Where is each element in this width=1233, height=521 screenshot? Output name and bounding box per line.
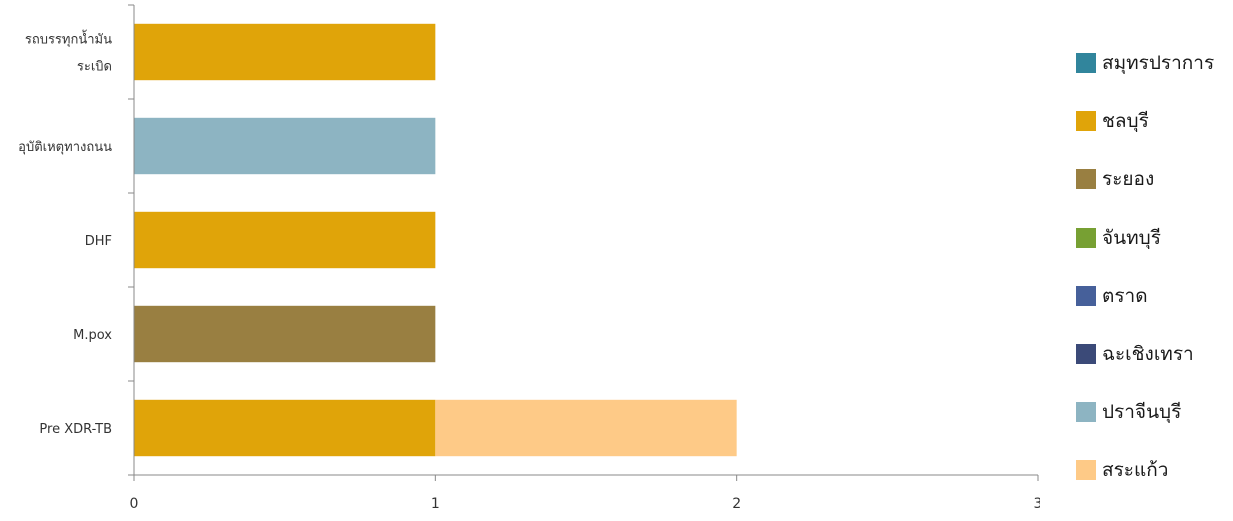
legend-swatch <box>1076 53 1096 74</box>
bar-4-series-7 <box>435 399 737 457</box>
axes-group <box>133 5 1038 476</box>
x-tick-label: 3 <box>1034 496 1040 512</box>
legend-label: สมุทรปราการ <box>1102 52 1215 75</box>
category-label: DHF <box>85 234 112 249</box>
category-label: M.pox <box>73 328 112 343</box>
legend-swatch <box>1076 227 1096 248</box>
bar-4-series-1 <box>134 399 436 457</box>
legend-item: ตราด <box>1076 267 1231 325</box>
bars-group <box>134 23 737 457</box>
legend-label: ตราด <box>1102 284 1148 307</box>
bar-1-series-6 <box>134 117 436 175</box>
y-ticks-group <box>128 4 134 476</box>
legend-item: ชลบุรี <box>1076 92 1231 150</box>
chart: 0 1 2 3 รถบรรทุกน้ำมันระเบิดอุบัติเหตุทางถน… <box>18 4 1040 512</box>
legend-label: สระแก้ว <box>1102 459 1169 482</box>
category-labels-group: รถบรรทุกน้ำมันระเบิดอุบัติเหตุทางถนน DHF M… <box>18 30 112 438</box>
legend-label: ระยอง <box>1102 168 1155 191</box>
legend-swatch <box>1076 285 1096 306</box>
category-label: Pre XDR-TB <box>39 422 112 437</box>
legend-item: สมุทรปราการ <box>1076 34 1231 92</box>
legend-swatch <box>1076 344 1096 365</box>
legend-item: ระยอง <box>1076 150 1231 208</box>
legend-item: ฉะเชิงเทรา <box>1076 325 1231 383</box>
legend-label: ปราจีนบุรี <box>1102 401 1182 424</box>
legend-swatch <box>1076 111 1096 132</box>
category-label: รถบรรทุกน้ำมันระเบิด <box>25 30 112 75</box>
legend-label: จันทบุรี <box>1102 226 1161 249</box>
category-label: อุบัติเหตุทางถนน <box>18 140 112 155</box>
x-tick-label: 0 <box>130 496 139 512</box>
bar-0-series-1 <box>134 23 436 81</box>
legend-swatch <box>1076 460 1096 481</box>
legend-label: ฉะเชิงเทรา <box>1102 343 1194 366</box>
legend-item: สระแก้ว <box>1076 441 1231 499</box>
bar-2-series-1 <box>134 211 436 269</box>
x-tick-label: 2 <box>732 496 741 512</box>
legend-swatch <box>1076 402 1096 423</box>
legend-swatch <box>1076 169 1096 190</box>
legend-label: ชลบุรี <box>1102 110 1149 133</box>
x-ticks-group: 0 1 2 3 <box>130 475 1040 512</box>
legend: สมุทรปราการชลบุรีระยองจันทบุรีตราดฉะเชิง… <box>1076 34 1231 500</box>
bar-3-series-2 <box>134 305 436 363</box>
x-tick-label: 1 <box>431 496 440 512</box>
legend-item: ปราจีนบุรี <box>1076 383 1231 441</box>
legend-item: จันทบุรี <box>1076 209 1231 267</box>
